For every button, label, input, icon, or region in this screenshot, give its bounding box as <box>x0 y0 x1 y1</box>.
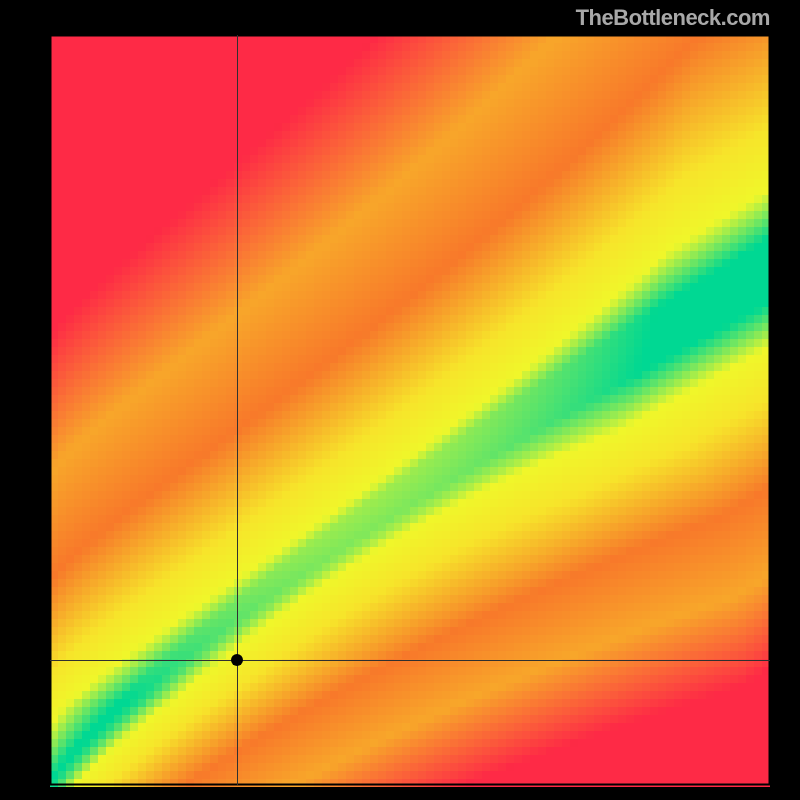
watermark-text: TheBottleneck.com <box>576 5 770 31</box>
bottleneck-heatmap <box>0 0 800 800</box>
